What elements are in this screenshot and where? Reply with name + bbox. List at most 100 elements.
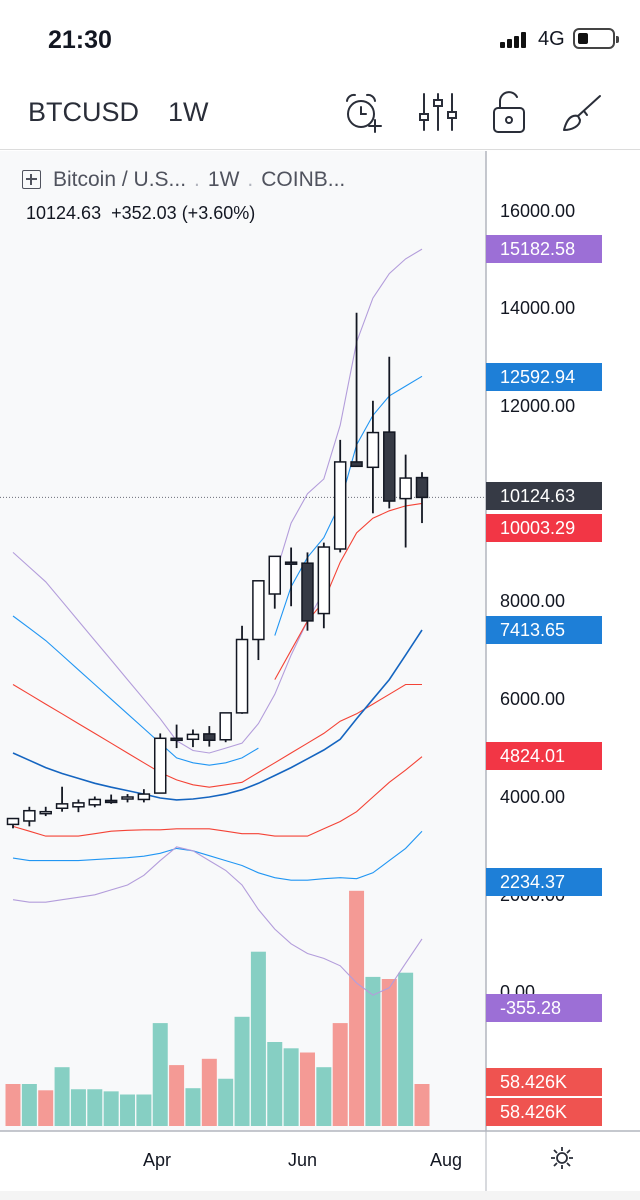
chart-toolbar: BTCUSD 1W: [0, 70, 640, 150]
price-tag-violet-lower: -355.28: [486, 994, 602, 1022]
candle-body: [203, 733, 216, 742]
volume-ma-tag: 58.426K: [486, 1098, 602, 1126]
alarm-add-icon[interactable]: [342, 90, 386, 134]
legend-name: Bitcoin / U.S...: [53, 168, 187, 191]
outer-upper-line: [274, 248, 423, 578]
candle-body: [383, 431, 396, 502]
candle-body: [350, 461, 363, 468]
candle-body: [268, 555, 282, 595]
volume-bar: [87, 1089, 103, 1126]
volume-bar: [332, 1023, 348, 1126]
status-bar: 21:30 4G: [0, 0, 640, 70]
candle-body: [23, 809, 36, 822]
volume-bar: [414, 1084, 430, 1126]
basis-line: [274, 502, 423, 680]
time-axis-tick: Aug: [430, 1150, 463, 1170]
price-axis-tick: 4000.00: [500, 787, 566, 807]
price-axis-tick: 8000.00: [500, 591, 566, 611]
red-envelope-lower-line: [12, 756, 423, 837]
volume-bar: [21, 1084, 37, 1126]
price-tag-basis: 10003.29: [486, 514, 602, 542]
volume-bar: [152, 1023, 168, 1126]
price-tag-lower: 2234.37: [486, 868, 602, 896]
candle-body: [88, 798, 102, 806]
indicators-icon[interactable]: [416, 90, 460, 134]
candle-body: [55, 803, 69, 810]
price-axis-tick: 14000.00: [500, 298, 576, 318]
brush-icon[interactable]: [560, 90, 604, 134]
volume-bar: [218, 1078, 234, 1126]
timeframe-button[interactable]: 1W: [168, 97, 209, 127]
cellular-signal-icon: [500, 32, 528, 48]
add-symbol-icon[interactable]: [22, 170, 41, 189]
volume-tag: 58.426K: [486, 1068, 602, 1096]
candle-body: [72, 802, 85, 808]
price-tag-sma: 7413.65: [486, 616, 602, 644]
legend-change-pct: (+3.60%): [181, 203, 256, 223]
settings-gear-icon[interactable]: [549, 1145, 575, 1171]
volume-bar: [316, 1067, 332, 1126]
candle-body: [186, 733, 200, 741]
candle-body: [252, 580, 265, 641]
legend-exchange: COINB...: [261, 168, 346, 191]
candle-body: [317, 546, 331, 615]
candle-body: [284, 561, 298, 565]
series-legend: Bitcoin / U.S.... 1W. COINB...: [22, 168, 345, 192]
price-axis-tick: 16000.00: [500, 201, 576, 221]
volume-bar: [283, 1048, 299, 1126]
blue-sma-line: [12, 629, 423, 801]
candle-body: [153, 737, 167, 794]
home-indicator: [0, 1191, 640, 1200]
volume-bar: [381, 979, 397, 1126]
price-tag-envelope: 4824.01: [486, 742, 602, 770]
legend-interval: 1W: [207, 168, 240, 191]
symbol-button[interactable]: BTCUSD: [28, 97, 140, 127]
volume-bar: [38, 1090, 54, 1126]
volume-bar: [103, 1091, 119, 1126]
network-type: 4G: [538, 28, 565, 50]
candle-body: [121, 796, 134, 800]
price-tag-outer-upper: 15182.58: [486, 235, 602, 263]
candle-body: [399, 477, 412, 500]
violet-upper-line: [12, 551, 325, 754]
price-chart[interactable]: [0, 151, 640, 1200]
candle-body: [235, 638, 249, 714]
time-axis-tick: Jun: [288, 1150, 318, 1170]
volume-bar: [185, 1088, 201, 1126]
blue-upper-line: [12, 615, 259, 766]
volume-bar: [54, 1067, 70, 1126]
volume-bar: [299, 1052, 315, 1126]
candle-body: [301, 562, 314, 622]
violet-lower-line: [12, 846, 423, 996]
candle-body: [333, 461, 347, 550]
price-tag-last: 10124.63: [486, 482, 602, 510]
legend-close: 10124.63: [26, 203, 102, 223]
volume-bar: [267, 1042, 283, 1126]
candle-body: [170, 737, 183, 742]
unlock-icon[interactable]: [488, 90, 532, 134]
candle-body: [415, 476, 429, 499]
volume-bar: [398, 972, 414, 1126]
volume-bar: [120, 1094, 136, 1126]
status-time: 21:30: [48, 26, 112, 54]
battery-icon: [573, 28, 619, 49]
legend-values: 10124.63 +352.03 (+3.60%): [26, 203, 255, 224]
volume-bar: [234, 1016, 250, 1126]
price-axis-tick: 6000.00: [500, 689, 566, 709]
candle-body: [219, 712, 232, 741]
candle-body: [39, 810, 52, 815]
price-tag-middle-upper: 12592.94: [486, 363, 602, 391]
volume-bar: [201, 1058, 217, 1126]
volume-bar: [136, 1094, 152, 1126]
candle-body: [104, 799, 118, 804]
volume-bar: [250, 951, 266, 1126]
volume-bar: [5, 1084, 21, 1126]
volume-bar: [169, 1065, 185, 1126]
candle-body: [137, 793, 151, 801]
volume-bar: [70, 1089, 86, 1126]
home-indicator-bg: [0, 1191, 640, 1200]
blue-lower-line: [12, 830, 423, 881]
volume-bar: [349, 890, 365, 1126]
candle-body: [6, 817, 20, 826]
time-axis-tick: Apr: [143, 1150, 172, 1170]
